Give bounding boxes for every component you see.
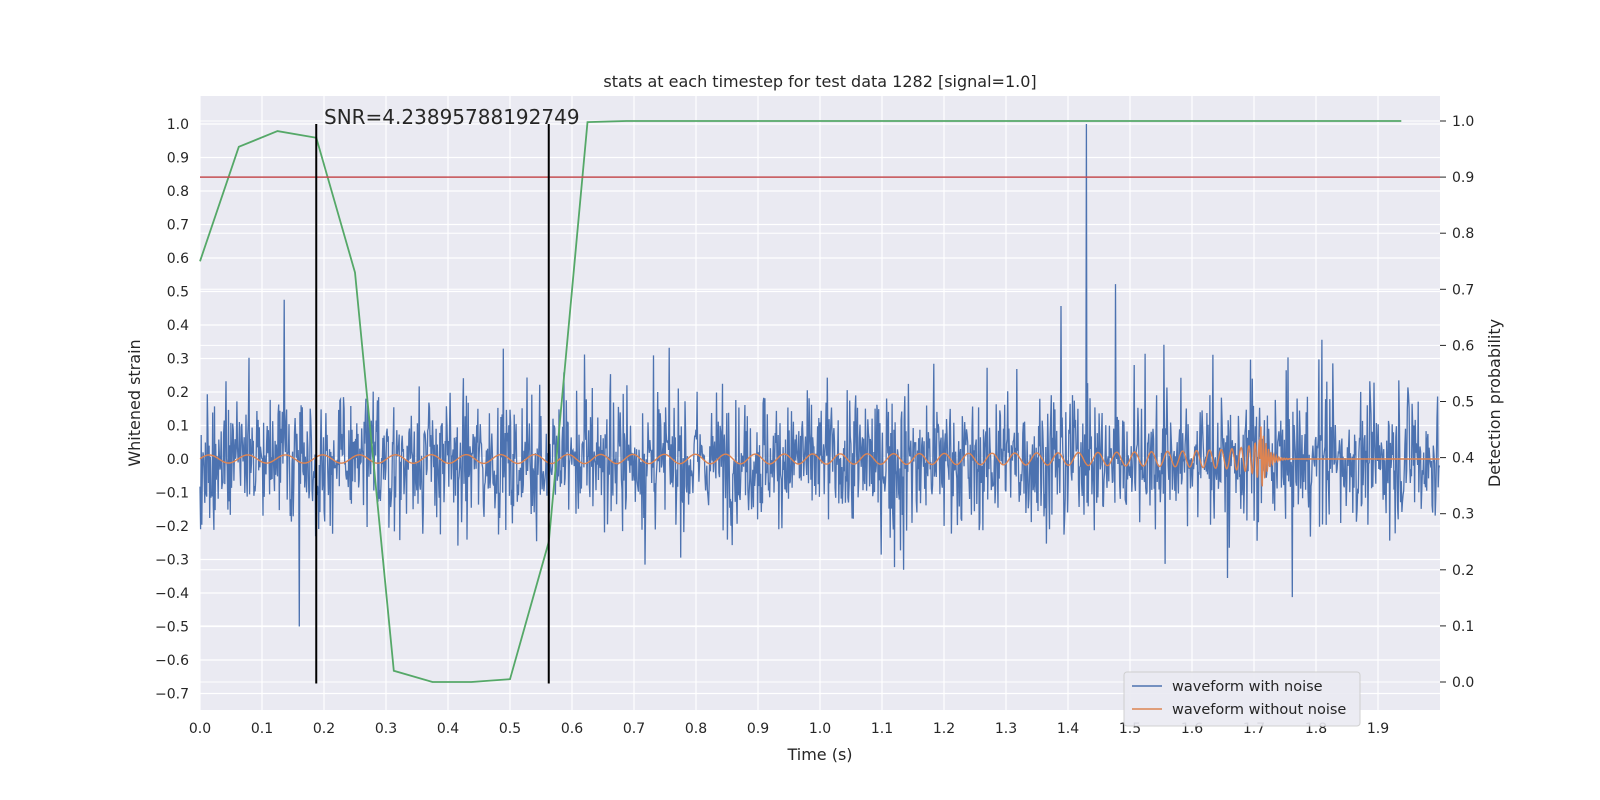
y2-tick-label: 0.9 <box>1452 170 1474 186</box>
x-tick-label: 0.3 <box>375 721 397 737</box>
y-tick-label: 0.4 <box>167 318 189 334</box>
y-tick-label: −0.4 <box>155 586 189 602</box>
legend-box <box>1123 671 1361 727</box>
y-tick-label: 0.1 <box>167 419 189 435</box>
x-tick-label: 0.8 <box>685 721 707 737</box>
y-tick-label: −0.6 <box>155 653 189 669</box>
x-tick-label: 0.7 <box>623 721 645 737</box>
x-tick-label: 1.3 <box>995 721 1017 737</box>
x-axis-label: Time (s) <box>786 745 852 764</box>
y2-tick-label: 1.0 <box>1452 114 1474 130</box>
y2-tick-label: 0.8 <box>1452 226 1474 242</box>
x-tick-label: 1.1 <box>871 721 893 737</box>
legend-label-noise: waveform with noise <box>1172 679 1323 695</box>
y-tick-label: 0.8 <box>167 184 189 200</box>
y-tick-label: 0.5 <box>167 285 189 301</box>
y-tick-label: 0.2 <box>167 385 189 401</box>
x-tick-label: 0.9 <box>747 721 769 737</box>
grid <box>199 96 1440 710</box>
snr-annotation: SNR=4.23895788192749 <box>324 105 580 129</box>
y2-tick-label: 0.0 <box>1452 675 1474 691</box>
y2-axis-label: Detection probability <box>1485 319 1504 487</box>
x-tick-label: 0.6 <box>561 721 583 737</box>
x-tick-label: 0.4 <box>437 721 459 737</box>
y2-tick-label: 0.4 <box>1452 451 1474 467</box>
y-axis-ticks: 1.0 0.9 0.8 0.7 0.6 0.5 0.4 0.3 0.2 0.1 0.0 −0.1 −0.… <box>155 117 189 703</box>
y-tick-label: 0.0 <box>167 452 189 468</box>
y2-tick-label: 0.7 <box>1452 282 1474 298</box>
y2-axis-ticks: 1.0 0.9 0.8 0.7 0.6 0.5 0.4 0.3 0.2 0.1 0.0 <box>1440 114 1474 691</box>
signal-line <box>199 426 1440 487</box>
y-tick-label: 0.3 <box>167 352 189 368</box>
y-axis-label: Whitened strain <box>125 339 144 466</box>
x-tick-label: 1.4 <box>1057 721 1079 737</box>
x-tick-label: 0.5 <box>499 721 521 737</box>
x-tick-label: 1.0 <box>809 721 831 737</box>
y-tick-label: 1.0 <box>167 117 189 133</box>
x-tick-label: 1.9 <box>1367 721 1389 737</box>
x-tick-label: 1.2 <box>933 721 955 737</box>
chart-title: stats at each timestep for test data 128… <box>603 72 1036 91</box>
y-tick-label: −0.5 <box>155 620 189 636</box>
probability-line <box>199 120 1402 683</box>
y2-tick-label: 0.2 <box>1452 563 1474 579</box>
y-tick-label: −0.3 <box>155 553 189 569</box>
y2-tick-label: 0.6 <box>1452 338 1474 354</box>
y-tick-label: 0.6 <box>167 251 189 267</box>
legend: waveform with noise waveform without noi… <box>1123 671 1361 727</box>
y-tick-label: 0.9 <box>167 151 189 167</box>
x-tick-label: 0.2 <box>313 721 335 737</box>
y2-tick-label: 0.3 <box>1452 507 1474 523</box>
series-waveform-without-noise <box>199 426 1440 487</box>
y-tick-label: 0.7 <box>167 218 189 234</box>
y-tick-label: −0.2 <box>155 519 189 535</box>
y-tick-label: −0.7 <box>155 687 189 703</box>
y-tick-label: −0.1 <box>155 486 189 502</box>
y2-tick-label: 0.1 <box>1452 619 1474 635</box>
y2-tick-label: 0.5 <box>1452 395 1474 411</box>
legend-label-signal: waveform without noise <box>1172 702 1346 718</box>
x-tick-label: 0.0 <box>189 721 211 737</box>
x-tick-label: 0.1 <box>251 721 273 737</box>
series-detection-probability <box>199 120 1402 683</box>
reference-lines <box>200 124 1440 684</box>
